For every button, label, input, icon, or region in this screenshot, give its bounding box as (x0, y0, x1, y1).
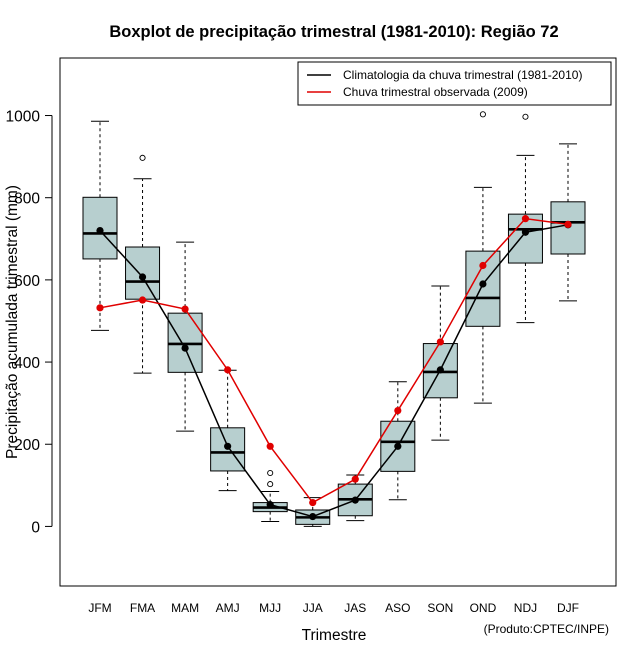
series-point (96, 226, 104, 235)
series-lines (96, 215, 572, 521)
box-fma (125, 154, 161, 374)
y-tick-label: 200 (14, 437, 40, 454)
series-point (394, 406, 402, 415)
plot-frame (59, 57, 617, 587)
series-line (99, 224, 569, 518)
y-axis-label: Precipitação acumulada trimestral (mm) (4, 185, 21, 459)
legend: Climatologia da chuva trimestral (1981-2… (297, 61, 612, 106)
series-observed (96, 215, 572, 507)
series-point (138, 296, 147, 304)
series-climatology (96, 221, 572, 521)
y-tick-label: 0 (31, 519, 40, 536)
series-point (479, 261, 487, 270)
series-point (521, 228, 530, 236)
series-point (521, 215, 530, 223)
box-body (465, 250, 501, 327)
x-tick-label: AMJ (216, 601, 240, 615)
y-tick-label: 600 (14, 273, 40, 290)
x-tick-label: OND (470, 601, 497, 615)
series-point (181, 305, 189, 313)
x-tick-label: MAM (171, 601, 199, 615)
series-point (479, 280, 487, 288)
series-point (436, 366, 444, 374)
box-body (125, 246, 161, 300)
series-point (138, 273, 147, 281)
legend-box (297, 61, 612, 106)
footer-credit: (Produto:CPTEC/INPE) (484, 622, 609, 636)
series-point (351, 475, 359, 483)
box-jfm (82, 120, 118, 331)
y-tick-label: 400 (14, 355, 40, 372)
box-ond (465, 111, 501, 404)
series-point (181, 344, 189, 352)
outlier-point (522, 113, 529, 120)
box-mam (167, 241, 203, 432)
series-point (224, 366, 232, 374)
series-point (96, 304, 104, 312)
chart-title: Boxplot de precipitação trimestral (1981… (109, 23, 558, 41)
series-point (394, 442, 402, 450)
x-axis-label: Trimestre (302, 627, 367, 644)
legend-label-climatology: Climatologia da chuva trimestral (1981-2… (343, 68, 582, 82)
x-tick-label: JAS (344, 601, 366, 615)
outlier-point (139, 154, 146, 161)
y-tick-label: 1000 (6, 109, 41, 126)
x-tick-label: ASO (385, 601, 410, 615)
x-tick-label: JFM (88, 601, 111, 615)
x-tick-label: JJA (303, 601, 323, 615)
x-axis: JFM FMA MAM AMJ MJJ JJA JAS ASO SON OND NDJ DJF (88, 601, 579, 615)
legend-label-observed: Chuva trimestral observada (2009) (343, 85, 528, 99)
box-amj (210, 369, 246, 492)
box-son (422, 285, 458, 441)
series-point (564, 220, 572, 229)
x-tick-label: MJJ (259, 601, 281, 615)
y-tick-label: 800 (14, 191, 40, 208)
outlier-point (267, 481, 274, 488)
x-tick-label: DJF (557, 601, 579, 615)
x-tick-label: SON (427, 601, 453, 615)
series-point (309, 512, 317, 521)
series-point (224, 442, 232, 450)
series-point (436, 338, 444, 346)
outlier-point (479, 111, 486, 118)
box-mjj (252, 469, 288, 522)
series-point (266, 501, 274, 509)
x-tick-label: FMA (130, 601, 155, 615)
y-axis: 0 200 400 600 800 1000 (6, 109, 53, 536)
series-point (309, 498, 317, 507)
box-ndj (507, 113, 543, 324)
series-point (351, 496, 359, 504)
x-tick-label: NDJ (514, 601, 537, 615)
box-body (507, 213, 543, 264)
outlier-point (267, 469, 274, 477)
series-point (266, 442, 274, 450)
series-line (99, 217, 569, 504)
boxes (82, 111, 586, 527)
box-aso (380, 381, 416, 501)
